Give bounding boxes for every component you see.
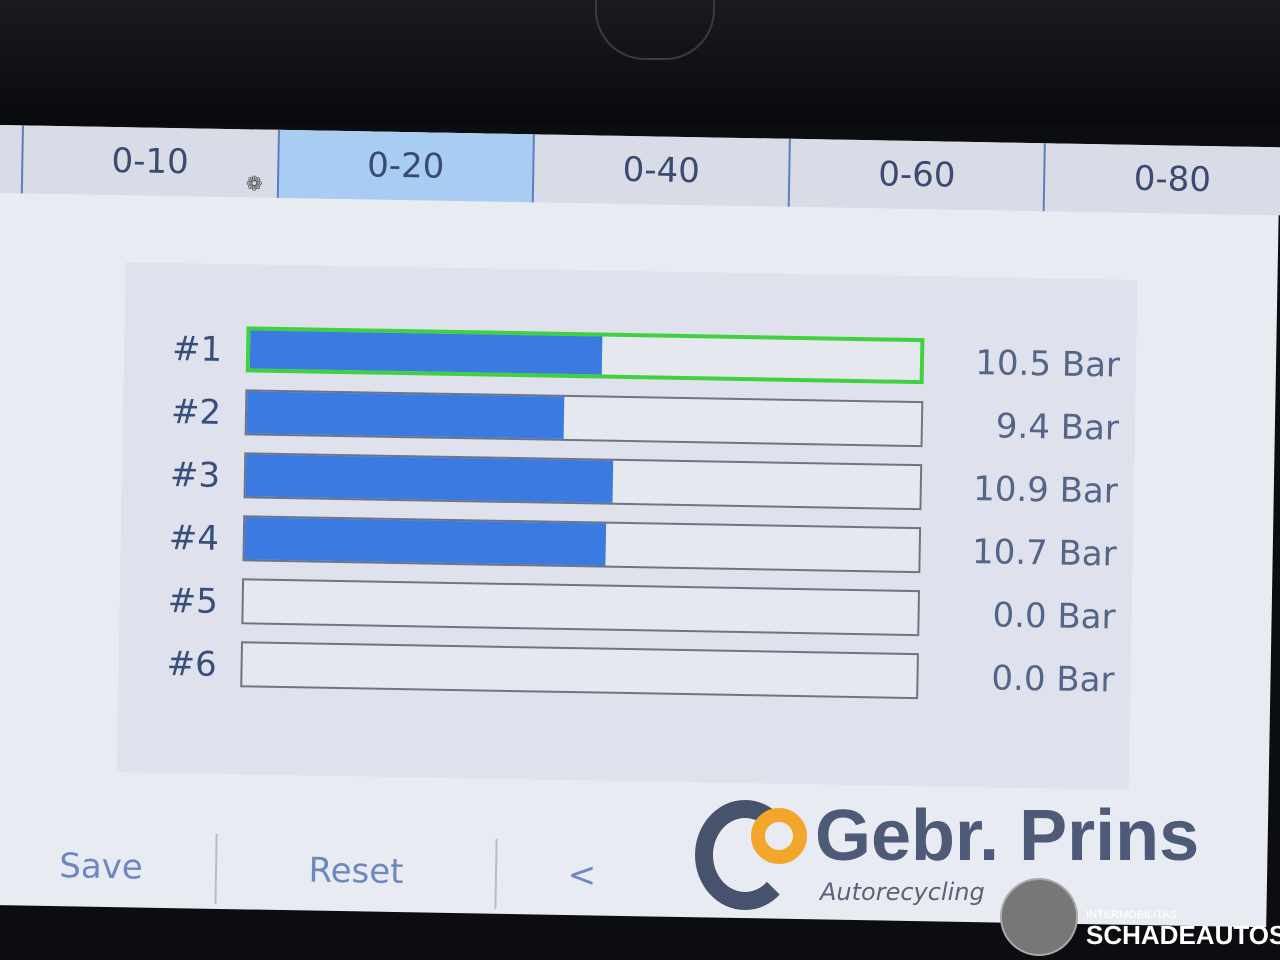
cylinder-label: #5	[167, 581, 219, 622]
pressure-value: 9.4 Bar	[995, 406, 1120, 449]
cylinder-row[interactable]: #2 9.4 Bar	[123, 387, 1136, 455]
tab-0-20[interactable]: 0-20	[276, 129, 534, 203]
tab-0-60[interactable]: 0-60	[787, 138, 1045, 212]
pressure-bar[interactable]	[244, 389, 924, 448]
pressure-fill	[244, 517, 606, 566]
tab-0-80[interactable]: 0-80	[1043, 143, 1280, 216]
pressure-fill	[245, 454, 614, 503]
cylinder-label: #1	[171, 329, 223, 370]
cylinder-row[interactable]: #1 10.5 Bar	[124, 324, 1137, 392]
pressure-fill	[243, 580, 245, 623]
cylinder-row[interactable]: #5 0.0 Bar	[119, 576, 1132, 644]
pressure-bar[interactable]	[245, 326, 925, 385]
pressure-value: 0.0 Bar	[992, 595, 1116, 638]
cylinder-label: #2	[170, 392, 222, 433]
pressure-bar[interactable]	[241, 578, 921, 637]
screen-bezel	[0, 0, 1280, 125]
watermark-subtitle: Autorecycling	[820, 878, 985, 906]
tab-label: 0-40	[622, 149, 701, 192]
tab-label: 0-80	[1133, 158, 1212, 201]
watermark-logo-text: Gebr. Prins	[815, 796, 1200, 876]
pressure-bar[interactable]	[242, 515, 922, 574]
pressure-value: 0.0 Bar	[991, 658, 1115, 701]
tab-0-40[interactable]: 0-40	[531, 134, 789, 207]
pressure-fill	[246, 391, 565, 439]
compression-panel: #1 10.5 Bar #2 9.4 Bar #3 10.9 Bar #4 10.7 …	[116, 262, 1138, 790]
reset-button[interactable]: Reset	[216, 833, 498, 909]
tab-label: 0-20	[366, 145, 445, 187]
brand-top: INTERMOBILITAS	[1086, 909, 1177, 922]
brand-name: SCHADEAUTOS.NL	[1086, 920, 1280, 951]
cylinder-label: #6	[166, 643, 218, 685]
save-button[interactable]: Save	[0, 829, 218, 904]
cylinder-row[interactable]: #6 0.0 Bar	[118, 639, 1131, 707]
tab-0-10[interactable]: 0-10 ❁	[20, 125, 278, 198]
range-tabs: 0-10 ❁ 0-20 0-40 0-60 0-80	[0, 125, 1280, 216]
watermark-logo: Gebr. Prins	[695, 800, 1199, 910]
pressure-fill	[242, 643, 243, 686]
tab-label: 0-60	[877, 154, 956, 196]
pressure-value: 10.7 Bar	[971, 532, 1118, 575]
pressure-value: 10.5 Bar	[974, 343, 1121, 386]
pressure-fill	[249, 330, 603, 375]
cylinder-row[interactable]: #3 10.9 Bar	[121, 450, 1134, 518]
cylinder-row[interactable]: #4 10.7 Bar	[120, 513, 1133, 581]
brand-emblem	[595, 0, 715, 60]
globe-icon	[1000, 878, 1078, 956]
prev-button[interactable]: <	[567, 855, 597, 896]
cylinder-label: #4	[168, 518, 220, 559]
pressure-value: 10.9 Bar	[972, 469, 1119, 512]
cylinder-label: #3	[169, 455, 221, 496]
pressure-bar[interactable]	[240, 641, 919, 700]
tab-label: 0-10	[111, 140, 190, 183]
pressure-bar[interactable]	[243, 452, 923, 511]
settings-icon[interactable]: ❁	[245, 171, 263, 196]
